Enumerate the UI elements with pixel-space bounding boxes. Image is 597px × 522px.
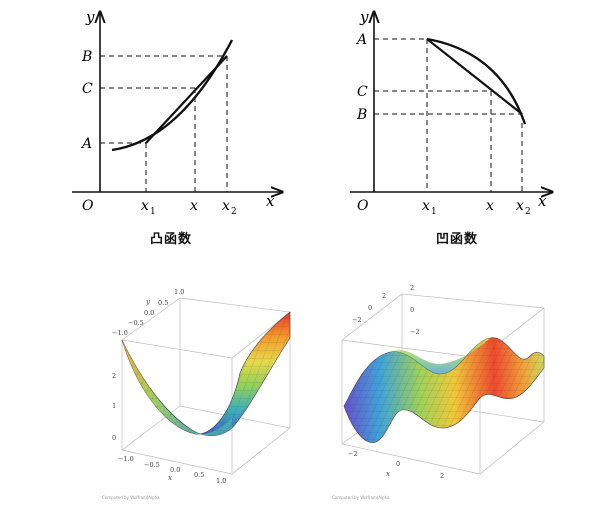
svg-text:0.0: 0.0: [144, 309, 154, 317]
x-axis-label: x: [386, 470, 390, 478]
x-ticks: −1.0 −0.5 0.0 0.5 1.0: [118, 455, 226, 485]
concave-curve: [426, 37, 527, 125]
svg-text:2: 2: [410, 284, 414, 292]
svg-text:0: 0: [112, 434, 116, 442]
svg-text:−2: −2: [348, 450, 358, 458]
wave-surface-back: [390, 338, 490, 374]
svg-text:2: 2: [525, 207, 531, 217]
wave-surface-mesh: [344, 337, 544, 443]
svg-text:1: 1: [150, 207, 156, 217]
concave-function-diagram: y x O A C B x 1 x x 2 凹函数: [300, 0, 597, 260]
tick-x1: x 1: [422, 198, 437, 217]
plot-box: [121, 297, 291, 475]
origin-label: O: [82, 198, 94, 214]
x-axis-label: x: [266, 192, 275, 210]
svg-text:0: 0: [368, 304, 372, 312]
tick-x: x: [190, 198, 198, 214]
svg-text:2: 2: [382, 292, 386, 300]
dashed-guides: [374, 38, 523, 192]
svg-text:1: 1: [112, 402, 116, 410]
wave-surface-svg: 2 0 −2 2 0 −2 −2 0 2 x: [341, 284, 545, 480]
y-axis-label: y: [145, 298, 151, 306]
z-ticks: 2 0 −2: [410, 284, 420, 336]
svg-text:1.0: 1.0: [174, 288, 184, 296]
svg-text:2: 2: [231, 207, 237, 217]
concave-diagram-svg: y x O A C B x 1 x x 2: [350, 8, 597, 217]
label-C: C: [357, 84, 368, 100]
tick-x2: x 2: [222, 198, 237, 217]
svg-text:0.0: 0.0: [170, 466, 180, 474]
label-A: A: [355, 32, 367, 48]
label-B: B: [356, 107, 367, 123]
svg-text:x: x: [222, 198, 230, 214]
convex-surface-plot: 1.0 0.5 0.0 −0.5 −1.0 y 2 1 0 −1.0 −0.5 …: [100, 278, 300, 508]
secant-chord: [145, 55, 228, 144]
svg-text:−1.0: −1.0: [118, 455, 134, 463]
tick-x: x: [486, 198, 494, 214]
svg-text:x: x: [190, 198, 198, 214]
svg-text:2: 2: [440, 472, 444, 480]
convex-caption: 凸函数: [150, 232, 193, 247]
z-ticks: 2 1 0: [112, 372, 116, 442]
y-axis-label: y: [85, 8, 95, 26]
svg-text:2: 2: [112, 372, 116, 380]
svg-text:x: x: [516, 198, 524, 214]
origin-label: O: [357, 198, 369, 214]
y-ticks: 1.0 0.5 0.0 −0.5 −1.0: [112, 288, 184, 337]
label-A: A: [80, 136, 92, 152]
svg-text:−2: −2: [410, 328, 420, 336]
x-axis-label: x: [538, 192, 547, 210]
credit-text: Computed by Wolfram|Alpha: [102, 495, 160, 500]
top-ticks: 2 0 −2: [352, 292, 386, 324]
svg-text:−0.5: −0.5: [144, 461, 160, 469]
svg-text:−2: −2: [352, 316, 362, 324]
x-axis-label: x: [168, 474, 172, 482]
credit-text: Computed by Wolfram|Alpha: [332, 495, 390, 500]
svg-text:0: 0: [396, 460, 400, 468]
svg-text:x: x: [422, 198, 430, 214]
convex-curve: [111, 39, 234, 152]
convex-surface-svg: 1.0 0.5 0.0 −0.5 −1.0 y 2 1 0 −1.0 −0.5 …: [112, 288, 291, 485]
svg-text:−0.5: −0.5: [128, 319, 144, 327]
svg-text:0.5: 0.5: [194, 471, 204, 479]
tick-x1: x 1: [141, 198, 156, 217]
svg-text:1.0: 1.0: [216, 477, 226, 485]
label-C: C: [82, 81, 93, 97]
label-B: B: [81, 49, 92, 65]
svg-text:0.5: 0.5: [158, 299, 168, 307]
concave-caption: 凹函数: [436, 232, 479, 247]
secant-chord: [426, 38, 523, 115]
svg-text:x: x: [486, 198, 494, 214]
tick-x2: x 2: [516, 198, 531, 217]
convex-diagram-svg: y x O B C A x 1 x x 2: [72, 8, 300, 217]
paraboloid-mesh: [122, 312, 290, 436]
wave-surface-plot: 2 0 −2 2 0 −2 −2 0 2 x Computed by Wolfr…: [330, 278, 560, 508]
y-axis-label: y: [359, 8, 369, 26]
convex-function-diagram: y x O B C A x 1 x x 2 凸函数: [0, 0, 300, 260]
svg-text:1: 1: [431, 207, 437, 217]
svg-text:x: x: [141, 198, 149, 214]
svg-text:−1.0: −1.0: [112, 329, 128, 337]
x-ticks: −2 0 2: [348, 450, 444, 480]
svg-text:0: 0: [410, 306, 414, 314]
